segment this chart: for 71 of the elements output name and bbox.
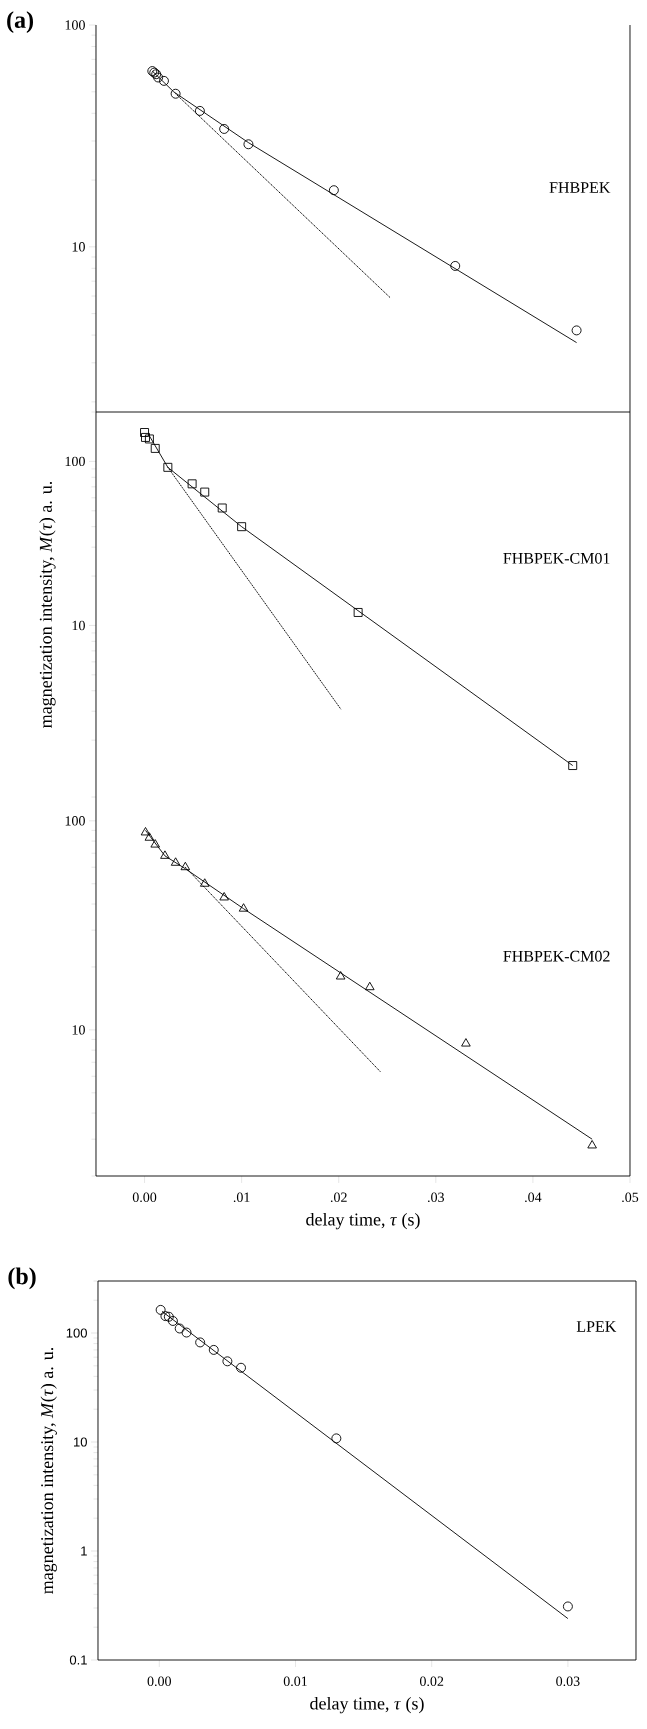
point [236, 1362, 246, 1373]
point [140, 826, 151, 836]
x-tick-label: 0.00 [132, 1192, 157, 1203]
point [141, 432, 150, 442]
point [170, 88, 181, 99]
point [568, 761, 578, 770]
x-axis-title: delay time, τ (s) [306, 1212, 420, 1230]
point [331, 1433, 342, 1444]
x-tick-label: 0.01 [283, 1676, 307, 1687]
point [222, 1356, 233, 1367]
point [160, 850, 170, 859]
point [181, 1327, 192, 1338]
point [243, 139, 254, 150]
y-tick-label: 1 [81, 1546, 87, 1556]
text: FHBPEK-CM01 [503, 552, 610, 564]
point [144, 434, 154, 444]
x-tick-label: 0.00 [147, 1676, 171, 1687]
x-axis-title: delay time, τ (s) [310, 1696, 424, 1714]
text: FHBPEK-CM02 [503, 950, 610, 962]
x-tick-label: 0.03 [556, 1676, 580, 1687]
x-tick-label: .03 [427, 1192, 445, 1203]
point [328, 185, 339, 196]
point [150, 443, 160, 453]
point [163, 462, 173, 472]
y-tick-label: 100 [65, 816, 85, 826]
x-tick-label: .01 [233, 1192, 250, 1203]
text: FHBPEK [549, 182, 611, 193]
point [187, 479, 197, 489]
point [144, 832, 155, 841]
point [365, 981, 375, 991]
point [219, 124, 230, 134]
point [159, 75, 169, 86]
text: (a) [7, 11, 34, 33]
y-tick-label: 0.1 [69, 1655, 87, 1665]
y-tick-label: 10 [72, 620, 85, 631]
y-axis-title: magnetization intensity, M(τ) a. u. [40, 1347, 57, 1594]
point [170, 857, 181, 866]
x-tick-label: 0.02 [419, 1676, 444, 1687]
point [219, 892, 229, 901]
point [562, 1601, 573, 1612]
point [335, 971, 346, 980]
point [450, 260, 461, 271]
point [353, 608, 363, 617]
point [238, 903, 249, 912]
point [140, 428, 149, 437]
text: LPEK [576, 1321, 617, 1332]
point [237, 522, 247, 532]
point [200, 487, 210, 497]
point [195, 1337, 206, 1348]
y-tick-label: 10 [73, 1437, 87, 1447]
x-tick-label: .02 [330, 1192, 347, 1203]
point [180, 861, 191, 871]
x-tick-label: .04 [525, 1192, 542, 1203]
point [461, 1038, 471, 1047]
y-tick-label: 10 [72, 1025, 85, 1035]
point [217, 503, 227, 513]
point [150, 839, 160, 848]
point [571, 325, 582, 336]
point [174, 1323, 185, 1334]
x-tick-label: .05 [622, 1192, 639, 1203]
point [199, 878, 210, 887]
point [155, 1304, 166, 1315]
point [208, 1344, 219, 1355]
y-tick-label: 100 [65, 456, 85, 467]
text: (b) [8, 1267, 36, 1290]
point [167, 1316, 178, 1326]
y-tick-label: 10 [72, 242, 85, 252]
y-tick-label: 100 [65, 20, 85, 30]
point [194, 105, 205, 116]
y-tick-label: 100 [66, 1328, 87, 1338]
y-axis-title: magnetization intensity, M(τ) a. u. [39, 481, 56, 728]
